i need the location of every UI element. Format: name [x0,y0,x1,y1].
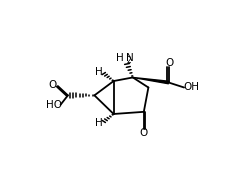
Polygon shape [133,77,169,84]
Text: O: O [165,58,173,68]
Text: 2: 2 [126,56,131,65]
Text: H: H [117,53,124,63]
Text: N: N [126,53,134,63]
Text: H: H [96,118,103,128]
Text: OH: OH [184,82,200,92]
Text: O: O [48,80,56,90]
Text: O: O [140,128,148,138]
Text: HO: HO [46,100,62,110]
Text: H: H [96,68,103,77]
